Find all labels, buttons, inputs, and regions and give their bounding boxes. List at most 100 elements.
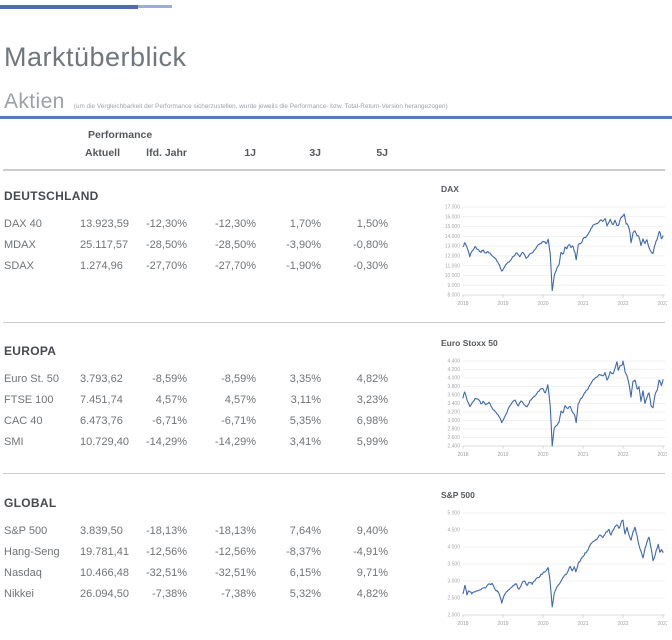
chart-plot: 2.400 2.600 2.800 3.000 3.200 3.400 3.600 3.800…	[447, 359, 667, 458]
row-value: 3.839,50	[80, 524, 123, 537]
row-name: CAC 40	[4, 414, 43, 427]
svg-text:2019: 2019	[497, 621, 508, 627]
row-value: 9,71%	[356, 566, 388, 579]
row-value: -0,30%	[353, 259, 388, 272]
table-row: FTSE 100 7.451,74 4,57% 4,57% 3,11% 3,23%	[4, 389, 388, 410]
svg-text:16.000: 16.000	[445, 214, 461, 220]
section-title: DEUTSCHLAND	[4, 189, 99, 203]
row-value: -14,29%	[146, 435, 187, 448]
svg-text:3.200: 3.200	[447, 410, 460, 416]
svg-text:2021: 2021	[577, 452, 588, 458]
page-title: Marktüberblick	[4, 42, 187, 72]
aktien-heading: Aktien (um die Vergleichbarkeit der Perf…	[4, 90, 448, 114]
section-divider-2	[3, 473, 665, 474]
svg-text:2023: 2023	[657, 452, 667, 458]
column-header-2: 1J	[244, 147, 256, 159]
row-value: 3,23%	[356, 393, 388, 406]
row-value: -12,56%	[215, 545, 256, 558]
row-name: FTSE 100	[4, 393, 54, 406]
svg-text:2.800: 2.800	[447, 427, 460, 433]
row-value: -6,71%	[152, 414, 187, 427]
row-value: -8,59%	[221, 372, 256, 385]
svg-text:2020: 2020	[537, 452, 548, 458]
row-value: -12,30%	[215, 217, 256, 230]
row-value: 13.923,59	[80, 217, 129, 230]
table-row: CAC 40 6.473,76 -6,71% -6,71% 5,35% 6,98%	[4, 410, 388, 431]
row-value: -12,56%	[146, 545, 187, 558]
section-title: EUROPA	[4, 344, 57, 358]
svg-text:10.000: 10.000	[445, 273, 461, 279]
svg-text:17.000: 17.000	[445, 205, 461, 211]
row-value: -32,51%	[215, 566, 256, 579]
row-value: 5,35%	[289, 414, 321, 427]
row-value: 6.473,76	[80, 414, 123, 427]
row-value: -27,70%	[215, 259, 256, 272]
row-value: 1,50%	[356, 217, 388, 230]
svg-text:2023: 2023	[657, 301, 667, 307]
row-value: -32,51%	[146, 566, 187, 579]
row-name: SMI	[4, 435, 24, 448]
svg-text:3.600: 3.600	[447, 393, 460, 399]
svg-text:2021: 2021	[577, 621, 588, 627]
row-value: 3,11%	[290, 393, 321, 406]
row-name: Hang-Seng	[4, 545, 60, 558]
heading-rule	[0, 116, 672, 119]
section-divider-1	[3, 322, 665, 323]
row-value: -4,91%	[353, 545, 388, 558]
table-row: SMI 10.729,40 -14,29% -14,29% 3,41% 5,99%	[4, 431, 388, 452]
row-value: 4,82%	[356, 587, 388, 600]
svg-text:4.000: 4.000	[447, 376, 460, 382]
row-value: -7,38%	[221, 587, 256, 600]
section-global: GLOBAL S&P 500 3.839,50 -18,13% -18,13% 7,64%…	[4, 496, 404, 600]
top-rule-dark	[0, 5, 138, 9]
row-value: 3,41%	[289, 435, 321, 448]
table-row: MDAX 25.117,57 -28,50% -28,50% -3,90% -0,80%	[4, 234, 388, 255]
svg-text:13.000: 13.000	[445, 244, 461, 250]
svg-text:5.000: 5.000	[447, 511, 460, 517]
table-row: Euro St. 50 3.793,62 -8,59% -8,59% 3,35% 4,82…	[4, 368, 388, 389]
row-value: 7,64%	[289, 524, 321, 537]
table-row: Nasdaq 10.466,48 -32,51% -32,51% 6,15% 9,71%	[4, 562, 388, 583]
svg-text:9.000: 9.000	[447, 283, 460, 289]
section-rows: Euro St. 50 3.793,62 -8,59% -8,59% 3,35% 4,82…	[4, 368, 388, 452]
row-value: 4,57%	[224, 393, 256, 406]
column-header-3: 3J	[309, 147, 321, 159]
row-value: 5,99%	[356, 435, 388, 448]
table-row: Hang-Seng 19.781,41 -12,56% -12,56% -8,37% -4…	[4, 541, 388, 562]
table-row: S&P 500 3.839,50 -18,13% -18,13% 7,64% 9,40%	[4, 520, 388, 541]
svg-text:2018: 2018	[457, 621, 468, 627]
row-name: SDAX	[4, 259, 34, 272]
performance-group-label: Performance	[88, 129, 153, 141]
section-title: GLOBAL	[4, 496, 57, 510]
row-value: 4,57%	[155, 393, 187, 406]
svg-text:2022: 2022	[617, 301, 628, 307]
section-europa: EUROPA Euro St. 50 3.793,62 -8,59% -8,59% 3,3…	[4, 344, 404, 448]
svg-text:2.500: 2.500	[447, 596, 460, 602]
row-value: -8,59%	[152, 372, 187, 385]
column-header-4: 5J	[376, 147, 388, 159]
svg-text:11.000: 11.000	[445, 263, 460, 269]
svg-text:2019: 2019	[497, 452, 508, 458]
row-name: MDAX	[4, 238, 36, 251]
svg-text:2020: 2020	[537, 301, 548, 307]
chart-title: S&P 500	[441, 490, 475, 500]
chart-title: Euro Stoxx 50	[441, 338, 498, 348]
svg-text:3.800: 3.800	[447, 384, 460, 390]
row-value: 26.094,50	[80, 587, 129, 600]
row-name: Euro St. 50	[4, 372, 60, 385]
svg-text:4.200: 4.200	[447, 367, 460, 373]
section-rows: DAX 40 13.923,59 -12,30% -12,30% 1,70% 1,50% M…	[4, 213, 388, 276]
row-value: -12,30%	[146, 217, 187, 230]
row-value: -6,71%	[221, 414, 256, 427]
row-value: -18,13%	[215, 524, 256, 537]
section-deutschland: DEUTSCHLAND DAX 40 13.923,59 -12,30% -12,30%…	[4, 189, 404, 272]
row-value: 19.781,41	[80, 545, 129, 558]
row-value: 3,35%	[289, 372, 321, 385]
row-value: -27,70%	[146, 259, 187, 272]
row-value: 5,32%	[289, 587, 321, 600]
row-value: 10.466,48	[80, 566, 129, 579]
table-column-headers: Aktuell lfd. Jahr 1J 3J 5J	[4, 147, 388, 159]
column-header-1: lfd. Jahr	[146, 147, 187, 159]
row-value: 3.793,62	[80, 372, 123, 385]
svg-text:2.000: 2.000	[447, 613, 460, 619]
